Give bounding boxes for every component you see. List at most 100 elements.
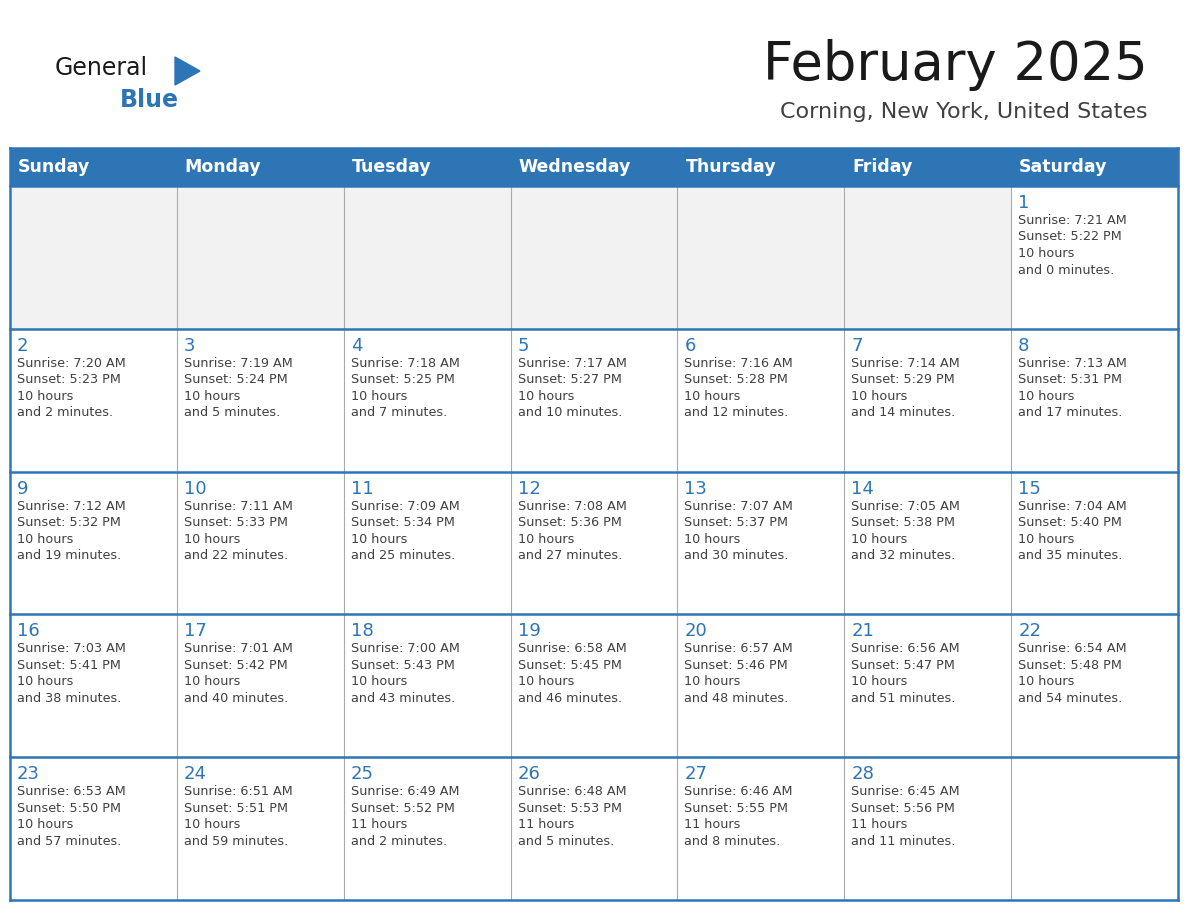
Text: 25: 25 [350, 766, 374, 783]
Text: 19: 19 [518, 622, 541, 641]
Bar [177, 186, 343, 329]
Text: and 57 minutes.: and 57 minutes. [17, 834, 121, 847]
Text: Sunrise: 7:01 AM: Sunrise: 7:01 AM [184, 643, 292, 655]
Text: and 30 minutes.: and 30 minutes. [684, 549, 789, 562]
Text: 6: 6 [684, 337, 696, 354]
Text: 9: 9 [17, 479, 29, 498]
Bar [10, 614, 177, 757]
Text: 10 hours: 10 hours [350, 676, 407, 688]
Bar [511, 329, 677, 472]
Text: 10 hours: 10 hours [17, 532, 74, 545]
Text: Sunset: 5:55 PM: Sunset: 5:55 PM [684, 801, 789, 814]
Text: 10 hours: 10 hours [350, 532, 407, 545]
Text: 10: 10 [184, 479, 207, 498]
Bar [10, 472, 177, 614]
Text: Sunset: 5:28 PM: Sunset: 5:28 PM [684, 374, 789, 386]
Bar [177, 472, 343, 614]
Bar [677, 614, 845, 757]
Text: 20: 20 [684, 622, 707, 641]
Text: 10 hours: 10 hours [184, 676, 240, 688]
Text: 12: 12 [518, 479, 541, 498]
Bar [10, 757, 177, 900]
Text: Sunset: 5:56 PM: Sunset: 5:56 PM [852, 801, 955, 814]
Bar [343, 329, 511, 472]
Text: 10 hours: 10 hours [17, 676, 74, 688]
Text: 3: 3 [184, 337, 195, 354]
Text: Tuesday: Tuesday [352, 158, 431, 176]
Bar [677, 329, 845, 472]
Text: Sunset: 5:40 PM: Sunset: 5:40 PM [1018, 516, 1121, 529]
Text: Corning, New York, United States: Corning, New York, United States [781, 102, 1148, 122]
Text: Sunset: 5:47 PM: Sunset: 5:47 PM [852, 659, 955, 672]
Text: 5: 5 [518, 337, 529, 354]
Bar [845, 614, 1011, 757]
Text: Sunday: Sunday [18, 158, 90, 176]
Text: Sunset: 5:23 PM: Sunset: 5:23 PM [17, 374, 121, 386]
Bar [343, 472, 511, 614]
Text: and 22 minutes.: and 22 minutes. [184, 549, 287, 562]
Text: Sunrise: 6:54 AM: Sunrise: 6:54 AM [1018, 643, 1126, 655]
Text: Sunrise: 7:07 AM: Sunrise: 7:07 AM [684, 499, 794, 512]
Text: Sunset: 5:48 PM: Sunset: 5:48 PM [1018, 659, 1121, 672]
Text: Sunrise: 6:56 AM: Sunrise: 6:56 AM [852, 643, 960, 655]
Text: and 25 minutes.: and 25 minutes. [350, 549, 455, 562]
Bar [1011, 614, 1178, 757]
Text: 18: 18 [350, 622, 373, 641]
Text: 10 hours: 10 hours [518, 532, 574, 545]
Text: Sunset: 5:46 PM: Sunset: 5:46 PM [684, 659, 788, 672]
Text: Sunset: 5:42 PM: Sunset: 5:42 PM [184, 659, 287, 672]
Text: Sunset: 5:37 PM: Sunset: 5:37 PM [684, 516, 789, 529]
Text: 10 hours: 10 hours [184, 818, 240, 831]
Bar [343, 757, 511, 900]
Text: Sunrise: 7:20 AM: Sunrise: 7:20 AM [17, 357, 126, 370]
Text: Sunset: 5:29 PM: Sunset: 5:29 PM [852, 374, 955, 386]
Text: Sunrise: 7:08 AM: Sunrise: 7:08 AM [518, 499, 626, 512]
Text: Sunrise: 7:00 AM: Sunrise: 7:00 AM [350, 643, 460, 655]
Text: 14: 14 [852, 479, 874, 498]
Bar [10, 329, 177, 472]
Text: and 40 minutes.: and 40 minutes. [184, 692, 289, 705]
Text: Sunset: 5:52 PM: Sunset: 5:52 PM [350, 801, 455, 814]
Text: Sunset: 5:50 PM: Sunset: 5:50 PM [17, 801, 121, 814]
Text: Blue: Blue [120, 88, 179, 112]
Bar [10, 148, 1178, 186]
Text: and 43 minutes.: and 43 minutes. [350, 692, 455, 705]
Text: Sunrise: 6:48 AM: Sunrise: 6:48 AM [518, 785, 626, 798]
Bar [845, 329, 1011, 472]
Text: 7: 7 [852, 337, 862, 354]
Text: and 19 minutes.: and 19 minutes. [17, 549, 121, 562]
Bar [1011, 472, 1178, 614]
Text: and 10 minutes.: and 10 minutes. [518, 407, 623, 420]
Text: Sunset: 5:32 PM: Sunset: 5:32 PM [17, 516, 121, 529]
Text: and 7 minutes.: and 7 minutes. [350, 407, 447, 420]
Text: and 27 minutes.: and 27 minutes. [518, 549, 621, 562]
Text: and 2 minutes.: and 2 minutes. [350, 834, 447, 847]
Text: Sunrise: 7:14 AM: Sunrise: 7:14 AM [852, 357, 960, 370]
Text: Saturday: Saturday [1019, 158, 1107, 176]
Text: 10 hours: 10 hours [1018, 532, 1074, 545]
Text: Sunset: 5:45 PM: Sunset: 5:45 PM [518, 659, 621, 672]
Text: 22: 22 [1018, 622, 1041, 641]
Text: 23: 23 [17, 766, 40, 783]
Text: and 32 minutes.: and 32 minutes. [852, 549, 955, 562]
Text: and 12 minutes.: and 12 minutes. [684, 407, 789, 420]
Text: and 35 minutes.: and 35 minutes. [1018, 549, 1123, 562]
Text: Sunrise: 6:53 AM: Sunrise: 6:53 AM [17, 785, 126, 798]
Text: and 14 minutes.: and 14 minutes. [852, 407, 955, 420]
Bar [511, 472, 677, 614]
Text: Sunset: 5:25 PM: Sunset: 5:25 PM [350, 374, 455, 386]
Text: Sunset: 5:34 PM: Sunset: 5:34 PM [350, 516, 455, 529]
Bar [677, 186, 845, 329]
Text: 10 hours: 10 hours [852, 532, 908, 545]
Text: 13: 13 [684, 479, 707, 498]
Text: 26: 26 [518, 766, 541, 783]
Bar [177, 614, 343, 757]
Bar [511, 186, 677, 329]
Bar [343, 186, 511, 329]
Text: Sunrise: 7:09 AM: Sunrise: 7:09 AM [350, 499, 460, 512]
Text: 24: 24 [184, 766, 207, 783]
Text: Monday: Monday [185, 158, 261, 176]
Text: 15: 15 [1018, 479, 1041, 498]
Text: Sunset: 5:31 PM: Sunset: 5:31 PM [1018, 374, 1123, 386]
Text: 10 hours: 10 hours [1018, 390, 1074, 403]
